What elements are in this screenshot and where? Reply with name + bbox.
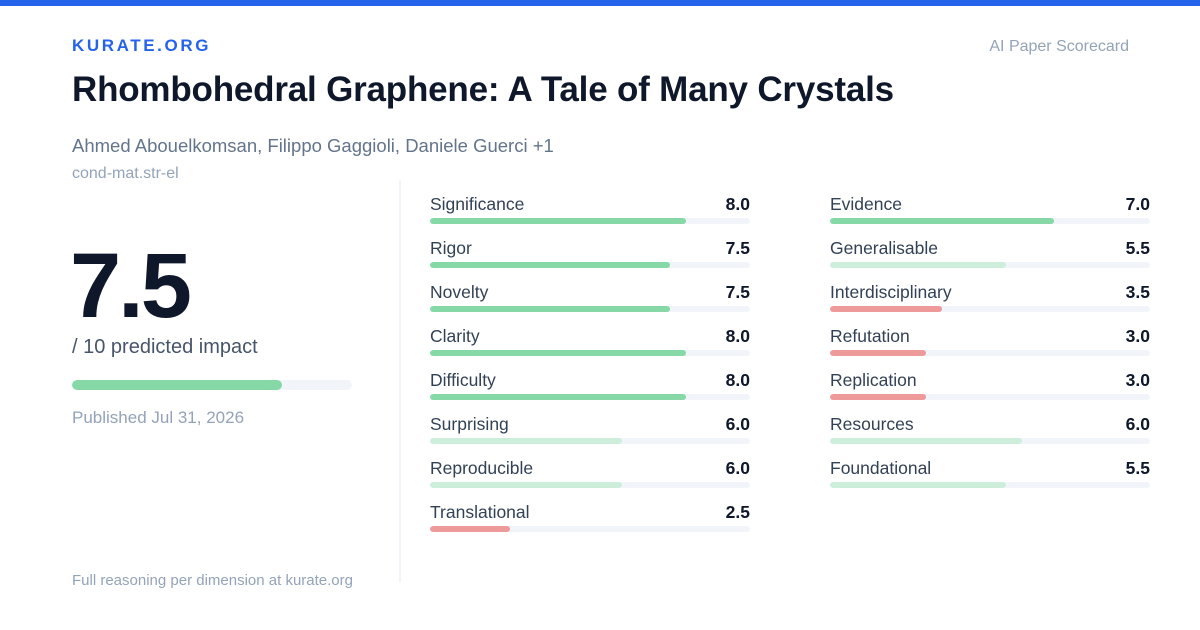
paper-authors: Ahmed Abouelkomsan, Filippo Gaggioli, Da… [72,135,554,156]
metric-difficulty: Difficulty 8.0 [430,368,750,412]
footer-note: Full reasoning per dimension at kurate.o… [72,572,353,589]
metric-label: Translational [430,502,530,522]
metric-value: 8.0 [725,194,750,214]
metric-value: 2.5 [725,502,750,522]
metric-value: 5.5 [1125,238,1150,258]
metric-bar-track [430,218,750,224]
metric-resources: Resources 6.0 [830,412,1150,456]
score-subtitle: / 10 predicted impact [72,336,258,358]
metric-value: 7.0 [1125,194,1150,214]
metric-value: 7.5 [725,238,750,258]
metric-label: Evidence [830,194,902,214]
metric-reproducible: Reproducible 6.0 [430,456,750,500]
metric-bar-fill [430,394,686,400]
overall-score: 7.5 [70,235,192,337]
metric-clarity: Clarity 8.0 [430,324,750,368]
metric-bar-fill [430,262,670,268]
metric-bar-track [430,394,750,400]
metric-evidence: Evidence 7.0 [830,192,1150,236]
metric-bar-fill [830,394,926,400]
metric-value: 6.0 [1125,414,1150,434]
metric-bar-track [430,482,750,488]
metric-label: Replication [830,370,917,390]
metric-label: Rigor [430,238,472,258]
metric-bar-fill [830,306,942,312]
metric-significance: Significance 8.0 [430,192,750,236]
metric-label: Refutation [830,326,910,346]
column-divider [399,180,401,582]
metric-bar-track [830,218,1150,224]
metric-interdisciplinary: Interdisciplinary 3.5 [830,280,1150,324]
metric-bar-track [430,526,750,532]
metric-label: Difficulty [430,370,496,390]
metric-bar-track [830,306,1150,312]
metric-label: Surprising [430,414,509,434]
impact-progress-track [72,380,352,390]
metric-bar-fill [430,350,686,356]
metric-bar-track [430,350,750,356]
metric-label: Interdisciplinary [830,282,952,302]
metrics-left-column: Significance 8.0 Rigor 7.5 Novelty 7.5 Clarity… [430,192,750,544]
metric-label: Clarity [430,326,480,346]
metric-bar-fill [430,218,686,224]
metric-label: Significance [430,194,525,214]
metric-translational: Translational 2.5 [430,500,750,544]
metric-value: 6.0 [725,414,750,434]
metric-foundational: Foundational 5.5 [830,456,1150,500]
metric-value: 7.5 [725,282,750,302]
metric-generalisable: Generalisable 5.5 [830,236,1150,280]
paper-category: cond-mat.str-el [72,165,179,182]
metric-bar-fill [830,262,1006,268]
metric-label: Novelty [430,282,489,302]
metric-bar-fill [430,306,670,312]
metric-replication: Replication 3.0 [830,368,1150,412]
metric-bar-fill [430,526,510,532]
metric-bar-track [830,482,1150,488]
metric-bar-track [430,262,750,268]
metric-bar-track [830,350,1150,356]
metric-bar-fill [830,482,1006,488]
metric-value: 8.0 [725,370,750,390]
metric-bar-fill [430,438,622,444]
metrics-right-column: Evidence 7.0 Generalisable 5.5 Interdiscipli… [830,192,1150,500]
metric-bar-track [430,438,750,444]
metric-bar-fill [830,218,1054,224]
metric-bar-fill [830,438,1022,444]
metric-refutation: Refutation 3.0 [830,324,1150,368]
impact-progress-fill [72,380,282,390]
metric-bar-track [830,438,1150,444]
metric-value: 8.0 [725,326,750,346]
scorecard-label: AI Paper Scorecard [989,38,1129,55]
metric-bar-fill [430,482,622,488]
paper-title: Rhombohedral Graphene: A Tale of Many Cr… [72,70,894,109]
metric-novelty: Novelty 7.5 [430,280,750,324]
metric-value: 5.5 [1125,458,1150,478]
top-accent-bar [0,0,1200,6]
metric-bar-track [830,262,1150,268]
metric-label: Generalisable [830,238,938,258]
metric-bar-track [830,394,1150,400]
metric-label: Foundational [830,458,932,478]
brand-logo[interactable]: KURATE.ORG [72,36,212,55]
metric-value: 3.0 [1125,370,1150,390]
metric-value: 3.0 [1125,326,1150,346]
metric-bar-track [430,306,750,312]
metric-value: 3.5 [1125,282,1150,302]
metric-rigor: Rigor 7.5 [430,236,750,280]
metric-value: 6.0 [725,458,750,478]
published-date: Published Jul 31, 2026 [72,408,245,427]
metric-label: Reproducible [430,458,534,478]
metric-bar-fill [830,350,926,356]
metric-surprising: Surprising 6.0 [430,412,750,456]
metric-label: Resources [830,414,914,434]
